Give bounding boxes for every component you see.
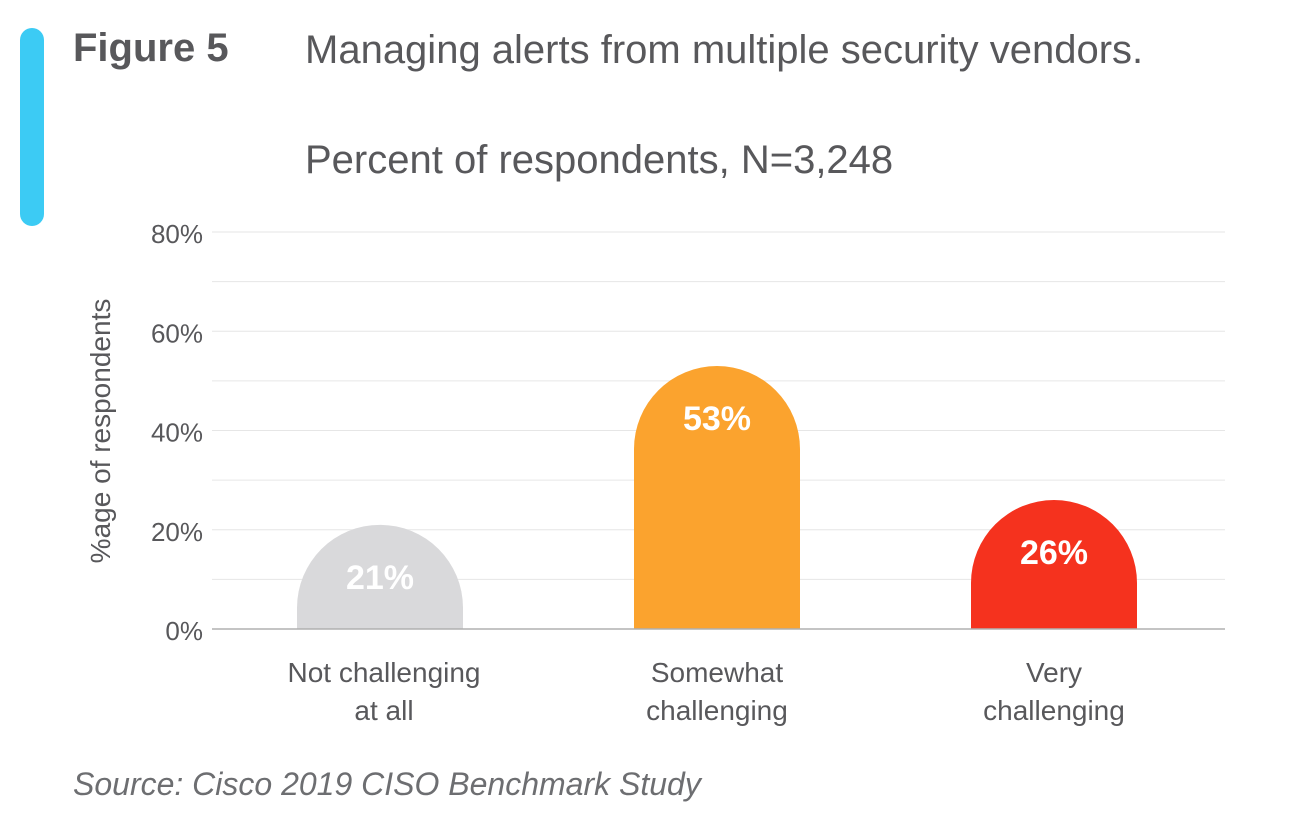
bar	[297, 524, 463, 629]
data-label: 26%	[1020, 534, 1088, 572]
y-tick-label: 80%	[151, 219, 203, 249]
y-tick-label: 40%	[151, 418, 203, 448]
y-tick-label: 20%	[151, 517, 203, 547]
y-axis-label: %age of respondents	[85, 299, 116, 564]
chart-subtitle: Percent of respondents, N=3,248	[305, 138, 894, 182]
x-tick-label: Somewhat	[651, 657, 784, 688]
x-tick-label: challenging	[983, 695, 1125, 726]
chart-title: Managing alerts from multiple security v…	[305, 28, 1144, 72]
y-tick-label: 60%	[151, 318, 203, 348]
figure-label: Figure 5	[73, 26, 229, 70]
x-tick-label: Very	[1026, 657, 1082, 688]
data-label: 21%	[346, 559, 414, 597]
x-tick-label: challenging	[646, 695, 788, 726]
source-note: Source: Cisco 2019 CISO Benchmark Study	[73, 766, 701, 802]
data-label: 53%	[683, 400, 751, 438]
bar	[634, 366, 800, 629]
bar	[971, 499, 1137, 629]
accent-bar	[20, 28, 44, 226]
x-tick-label: at all	[354, 695, 413, 726]
x-tick-label: Not challenging	[287, 657, 480, 688]
y-tick-label: 0%	[165, 616, 203, 646]
